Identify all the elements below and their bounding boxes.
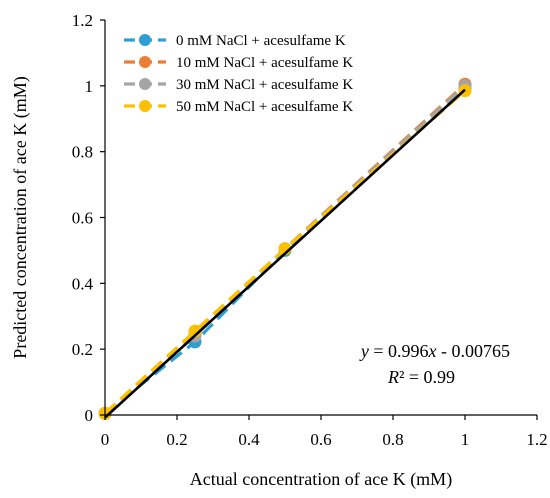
legend-entry-label: 50 mM NaCl + acesulfame K bbox=[176, 99, 353, 115]
legend-swatch-marker bbox=[139, 100, 151, 112]
x-ticks: 0 0.2 0.4 0.6 0.8 1 1.2 bbox=[101, 415, 548, 449]
regression-equation: y = 0.996x - 0.00765 bbox=[359, 341, 510, 361]
r2-tail: ² = 0.99 bbox=[399, 367, 455, 387]
eq-y-var: y bbox=[359, 341, 369, 361]
legend-entry-label: 10 mM NaCl + acesulfame K bbox=[176, 55, 353, 71]
x-tick-label: 0.8 bbox=[382, 430, 403, 449]
y-ticks: 0 0.2 0.4 0.6 0.8 1 1.2 bbox=[72, 11, 105, 425]
x-axis-label: Actual concentration of ace K (mM) bbox=[190, 469, 452, 490]
series-layer bbox=[98, 77, 472, 420]
trendline-layer bbox=[104, 88, 466, 419]
legend-swatch-marker bbox=[139, 78, 151, 90]
eq-mid: = 0.996 bbox=[369, 341, 429, 361]
y-axis-label: Predicted concentration of ace K (mM) bbox=[10, 76, 31, 358]
y-tick-label: 0.8 bbox=[72, 143, 93, 162]
y-tick-label: 1.2 bbox=[72, 11, 93, 30]
x-tick-label: 1 bbox=[461, 430, 470, 449]
x-tick-label: 0.2 bbox=[166, 430, 187, 449]
eq-tail: - 0.00765 bbox=[437, 341, 511, 361]
x-tick-label: 1.2 bbox=[526, 430, 547, 449]
y-tick-label: 0 bbox=[85, 406, 94, 425]
x-tick-label: 0.4 bbox=[238, 430, 260, 449]
y-tick-label: 1 bbox=[85, 77, 94, 96]
trendline bbox=[104, 88, 466, 419]
series-line-3 bbox=[103, 89, 467, 415]
eq-x-var: x bbox=[428, 341, 437, 361]
legend: 0 mM NaCl + acesulfame K 10 mM NaCl + ace… bbox=[124, 33, 353, 115]
legend-swatch-marker bbox=[139, 56, 151, 68]
r2-var: R bbox=[387, 367, 399, 387]
legend-entry-label: 30 mM NaCl + acesulfame K bbox=[176, 77, 353, 93]
legend-swatch-marker bbox=[139, 34, 151, 46]
y-tick-label: 0.4 bbox=[72, 274, 94, 293]
legend-entry-label: 0 mM NaCl + acesulfame K bbox=[176, 33, 346, 49]
x-tick-label: 0 bbox=[101, 430, 110, 449]
series-line-2 bbox=[103, 84, 467, 415]
y-tick-label: 0.2 bbox=[72, 340, 93, 359]
r-squared: R² = 0.99 bbox=[387, 367, 455, 387]
y-tick-label: 0.6 bbox=[72, 209, 93, 228]
x-tick-label: 0.6 bbox=[310, 430, 331, 449]
